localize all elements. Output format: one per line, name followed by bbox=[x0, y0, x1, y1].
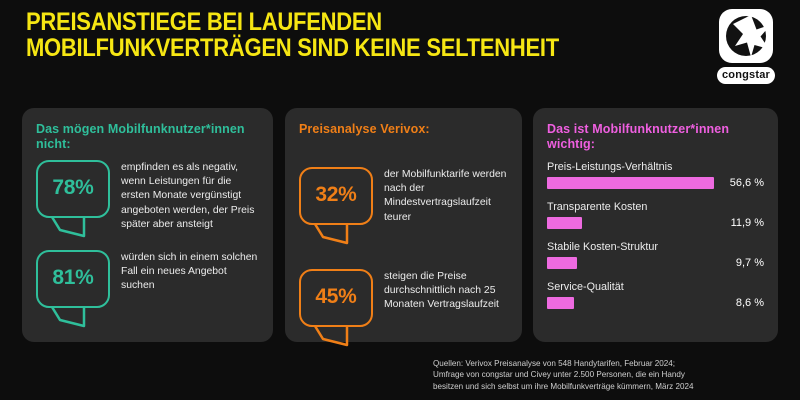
speech-bubble-icon: 32% bbox=[299, 167, 375, 245]
speech-bubble-tail bbox=[50, 216, 86, 238]
page-title-line-2: MOBILFUNKVERTRÄGEN SIND KEINE SELTENHEIT bbox=[26, 34, 559, 62]
star-icon bbox=[733, 15, 771, 57]
stat-row: 81% würden sich in einem solchen Fall ei… bbox=[36, 250, 259, 328]
bar-fill bbox=[547, 257, 577, 269]
source-note-line-3: besitzen und sich selbst um ihre Mobilfu… bbox=[433, 381, 694, 391]
source-note-line-2: Umfrage von congstar und Civey unter 2.5… bbox=[433, 370, 685, 380]
bar-label: Transparente Kosten bbox=[547, 201, 648, 213]
panel-user-dislikes: Das mögen Mobilfunknutzer*innen nicht: 7… bbox=[22, 108, 273, 342]
bar-label: Preis-Leistungs-Verhältnis bbox=[547, 161, 673, 173]
speech-bubble-body bbox=[36, 250, 110, 308]
source-note: Quellen: Verivox Preisanalyse von 548 Ha… bbox=[433, 358, 778, 392]
speech-bubble-tail bbox=[313, 325, 349, 347]
panel-user-priorities: Das ist Mobilfunknutzer*innen wichtig: P… bbox=[533, 108, 778, 342]
bar-line: 8,6 % bbox=[547, 297, 764, 309]
panel-price-analysis: Preisanalyse Verivox: 32% der Mobilfunkt… bbox=[285, 108, 522, 347]
congstar-logo: congstar bbox=[716, 9, 776, 84]
panel-middle-heading: Preisanalyse Verivox: bbox=[299, 122, 430, 136]
panel-right-heading: Das ist Mobilfunknutzer*innen wichtig: bbox=[547, 122, 730, 151]
stat-row: 45% steigen die Preise durchschnittlich … bbox=[299, 269, 508, 347]
speech-bubble-tail bbox=[50, 306, 86, 328]
bar-fill bbox=[547, 297, 574, 309]
bar-label: Stabile Kosten-Struktur bbox=[547, 241, 659, 253]
speech-bubble-body bbox=[36, 160, 110, 218]
bar-fill bbox=[547, 217, 582, 229]
bar-fill bbox=[547, 177, 714, 189]
bar-label: Service-Qualität bbox=[547, 281, 624, 293]
stat-row: 78% empfinden es als negativ, wenn Leist… bbox=[36, 160, 259, 238]
stat-percent: 32% bbox=[315, 183, 357, 206]
page-title: PREISANSTIEGE BEI LAUFENDEN MOBILFUNKVER… bbox=[26, 9, 646, 61]
bar-item: Transparente Kosten 11,9 % bbox=[547, 200, 764, 229]
speech-bubble-icon: 45% bbox=[299, 269, 375, 347]
speech-bubble-body bbox=[299, 269, 373, 327]
bar-item: Preis-Leistungs-Verhältnis 56,6 % bbox=[547, 160, 764, 189]
stat-row: 32% der Mobilfunktarife werden nach der … bbox=[299, 167, 508, 245]
stat-percent: 78% bbox=[52, 176, 94, 199]
stat-percent: 45% bbox=[315, 285, 357, 308]
bar-item: Stabile Kosten-Struktur 9,7 % bbox=[547, 240, 764, 269]
source-note-line-1: Quellen: Verivox Preisanalyse von 548 Ha… bbox=[433, 359, 676, 368]
page-title-line-1: PREISANSTIEGE BEI LAUFENDEN bbox=[26, 8, 382, 36]
bar-line: 11,9 % bbox=[547, 217, 764, 229]
stat-percent: 81% bbox=[52, 266, 94, 289]
bar-item: Service-Qualität 8,6 % bbox=[547, 280, 764, 309]
stat-description: würden sich in einem solchen Fall ein ne… bbox=[121, 252, 258, 292]
bar-line: 56,6 % bbox=[547, 177, 764, 189]
speech-bubble-icon: 81% bbox=[36, 250, 112, 328]
stat-description: steigen die Preise durchschnittlich nach… bbox=[384, 271, 499, 311]
panel-left-heading: Das mögen Mobilfunknutzer*innen nicht: bbox=[36, 122, 245, 151]
speech-bubble-icon: 78% bbox=[36, 160, 112, 238]
bar-value: 11,9 % bbox=[730, 217, 764, 229]
header-bar: PREISANSTIEGE BEI LAUFENDEN MOBILFUNKVER… bbox=[0, 0, 800, 96]
stat-description: empfinden es als negativ, wenn Leistunge… bbox=[121, 162, 255, 230]
bar-value: 56,6 % bbox=[729, 177, 764, 189]
bar-chart: Preis-Leistungs-Verhältnis 56,6 % Transp… bbox=[547, 160, 764, 309]
speech-bubble-body bbox=[299, 167, 373, 225]
bar-value: 9,7 % bbox=[735, 257, 764, 269]
congstar-logo-mark bbox=[719, 9, 773, 63]
stat-description: der Mobilfunktarife werden nach der Mind… bbox=[384, 169, 507, 223]
bar-value: 8,6 % bbox=[735, 297, 764, 309]
speech-bubble-tail bbox=[313, 223, 349, 245]
congstar-wordmark: congstar bbox=[717, 67, 775, 84]
bar-line: 9,7 % bbox=[547, 257, 764, 269]
